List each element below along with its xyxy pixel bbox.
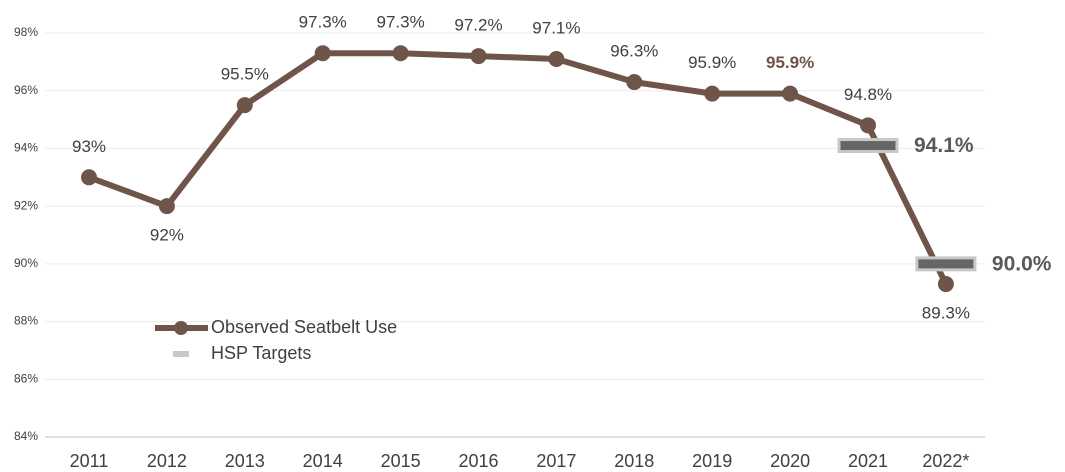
data-point [626, 74, 643, 91]
data-point [704, 85, 721, 102]
x-tick-label: 2012 [147, 451, 187, 471]
data-point [392, 45, 409, 62]
x-tick-label: 2015 [381, 451, 421, 471]
x-tick-label: 2020 [770, 451, 810, 471]
data-point [236, 97, 253, 114]
x-tick-label: 2014 [303, 451, 343, 471]
x-tick-label: 2013 [225, 451, 265, 471]
data-point [548, 50, 565, 67]
data-label: 94.8% [844, 85, 892, 104]
target-marker [837, 138, 899, 154]
data-label: 97.3% [376, 13, 424, 32]
x-tick-label: 2011 [70, 451, 109, 471]
y-tick-label: 92% [14, 198, 38, 212]
data-label: 97.3% [299, 13, 347, 32]
data-point [782, 85, 799, 102]
legend-swatch-marker [174, 321, 188, 335]
data-label: 89.3% [922, 304, 970, 323]
y-tick-label: 96% [14, 83, 38, 97]
x-tick-label: 2022* [922, 451, 969, 471]
y-tick-label: 84% [14, 429, 38, 443]
data-point [470, 48, 487, 65]
data-label: 97.2% [454, 16, 502, 35]
y-tick-label: 86% [14, 371, 38, 385]
data-point [158, 198, 175, 215]
legend-label: HSP Targets [211, 343, 311, 363]
data-point [937, 276, 954, 293]
target-marker [915, 256, 977, 272]
y-tick-label: 94% [14, 141, 38, 155]
data-label: 96.3% [610, 42, 658, 61]
data-label: 92% [150, 226, 184, 245]
data-label: 95.5% [221, 65, 269, 84]
x-tick-label: 2017 [536, 451, 576, 471]
data-label: 93% [72, 137, 106, 156]
data-line [87, 50, 949, 286]
data-point [314, 45, 331, 62]
data-label: 95.9% [688, 53, 736, 72]
x-tick-label: 2018 [614, 451, 654, 471]
x-tick-label: 2021 [848, 451, 888, 471]
y-tick-label: 98% [14, 25, 38, 39]
data-point [81, 169, 97, 186]
y-tick-label: 90% [14, 256, 38, 270]
legend-label: Observed Seatbelt Use [211, 317, 397, 337]
target-label: 90.0% [992, 252, 1052, 275]
x-tick-label: 2019 [692, 451, 732, 471]
data-label: 95.9% [766, 53, 814, 72]
target-label: 94.1% [914, 134, 974, 157]
data-label: 97.1% [532, 18, 580, 37]
x-tick-label: 2016 [458, 451, 498, 471]
data-point [860, 117, 876, 134]
y-tick-label: 88% [14, 314, 38, 328]
legend-swatch [173, 351, 189, 357]
